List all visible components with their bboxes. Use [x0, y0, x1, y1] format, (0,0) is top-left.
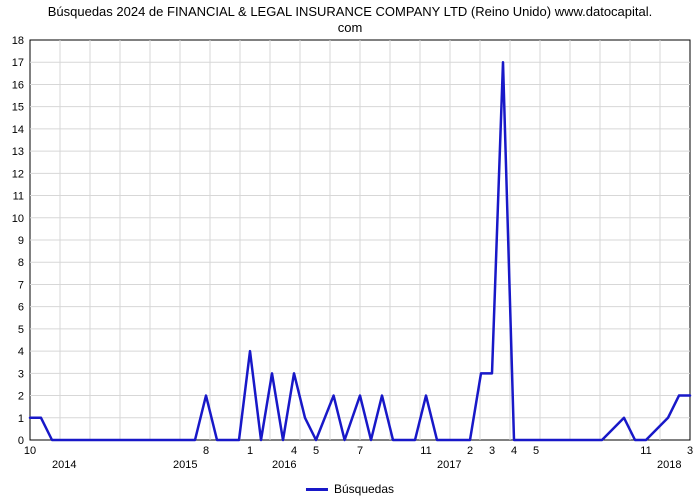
svg-text:2018: 2018 [657, 459, 681, 471]
svg-text:7: 7 [18, 279, 24, 291]
svg-text:5: 5 [18, 324, 24, 336]
chart-plot-area: 0123456789101112131415161718108145711234… [0, 0, 700, 500]
svg-text:2017: 2017 [437, 459, 461, 471]
svg-text:2015: 2015 [173, 459, 197, 471]
svg-text:3: 3 [18, 368, 24, 380]
svg-text:2014: 2014 [52, 459, 76, 471]
svg-text:5: 5 [313, 445, 319, 457]
legend-swatch [306, 488, 328, 491]
chart-container: Búsquedas 2024 de FINANCIAL & LEGAL INSU… [0, 0, 700, 500]
svg-text:3: 3 [687, 445, 693, 457]
svg-text:14: 14 [12, 124, 24, 136]
svg-text:11: 11 [640, 445, 651, 457]
svg-text:11: 11 [13, 191, 24, 203]
svg-text:4: 4 [511, 445, 517, 457]
svg-text:2016: 2016 [272, 459, 296, 471]
svg-text:13: 13 [12, 146, 24, 158]
svg-text:3: 3 [489, 445, 495, 457]
chart-legend: Búsquedas [306, 482, 394, 496]
svg-text:17: 17 [12, 57, 24, 69]
svg-text:16: 16 [12, 79, 24, 91]
svg-text:9: 9 [18, 235, 24, 247]
svg-text:7: 7 [357, 445, 363, 457]
svg-text:1: 1 [247, 445, 253, 457]
svg-text:2: 2 [18, 391, 24, 403]
svg-text:4: 4 [291, 445, 297, 457]
svg-text:1: 1 [18, 413, 24, 425]
svg-text:18: 18 [12, 35, 24, 47]
svg-text:5: 5 [533, 445, 539, 457]
svg-text:8: 8 [18, 257, 24, 269]
svg-text:15: 15 [12, 102, 24, 114]
svg-text:2: 2 [467, 445, 473, 457]
svg-text:11: 11 [420, 445, 431, 457]
svg-text:12: 12 [12, 168, 24, 180]
svg-text:10: 10 [12, 213, 24, 225]
svg-text:4: 4 [18, 346, 24, 358]
svg-text:8: 8 [203, 445, 209, 457]
svg-text:10: 10 [24, 445, 36, 457]
svg-text:6: 6 [18, 302, 24, 314]
legend-label: Búsquedas [334, 482, 394, 496]
